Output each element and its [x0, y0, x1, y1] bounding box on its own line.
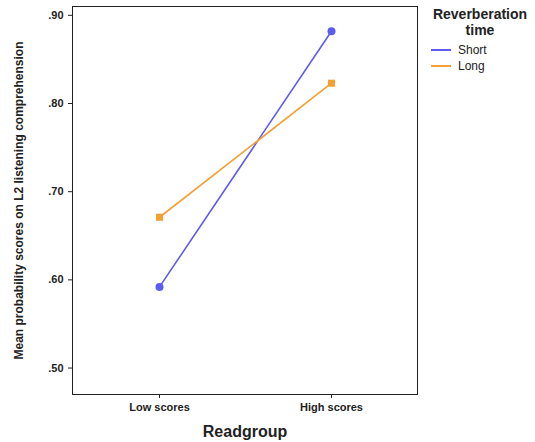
svg-text:Readgroup: Readgroup [203, 423, 288, 440]
html-text:Long: Long [458, 59, 485, 73]
svg-text:.70: .70 [48, 185, 63, 197]
html-text:Short: Short [458, 43, 487, 57]
svg-text:Mean probability scores on L2: Mean probability scores on L2 listening … [12, 41, 26, 359]
svg-text:.90: .90 [48, 9, 63, 21]
svg-text:.50: .50 [48, 362, 63, 374]
svg-text:High scores: High scores [300, 401, 363, 413]
html-text:Reverberation time: Reverberation time [432, 6, 528, 38]
svg-text:.60: .60 [48, 273, 63, 285]
svg-text:Low scores: Low scores [129, 401, 190, 413]
svg-text:.80: .80 [48, 97, 63, 109]
